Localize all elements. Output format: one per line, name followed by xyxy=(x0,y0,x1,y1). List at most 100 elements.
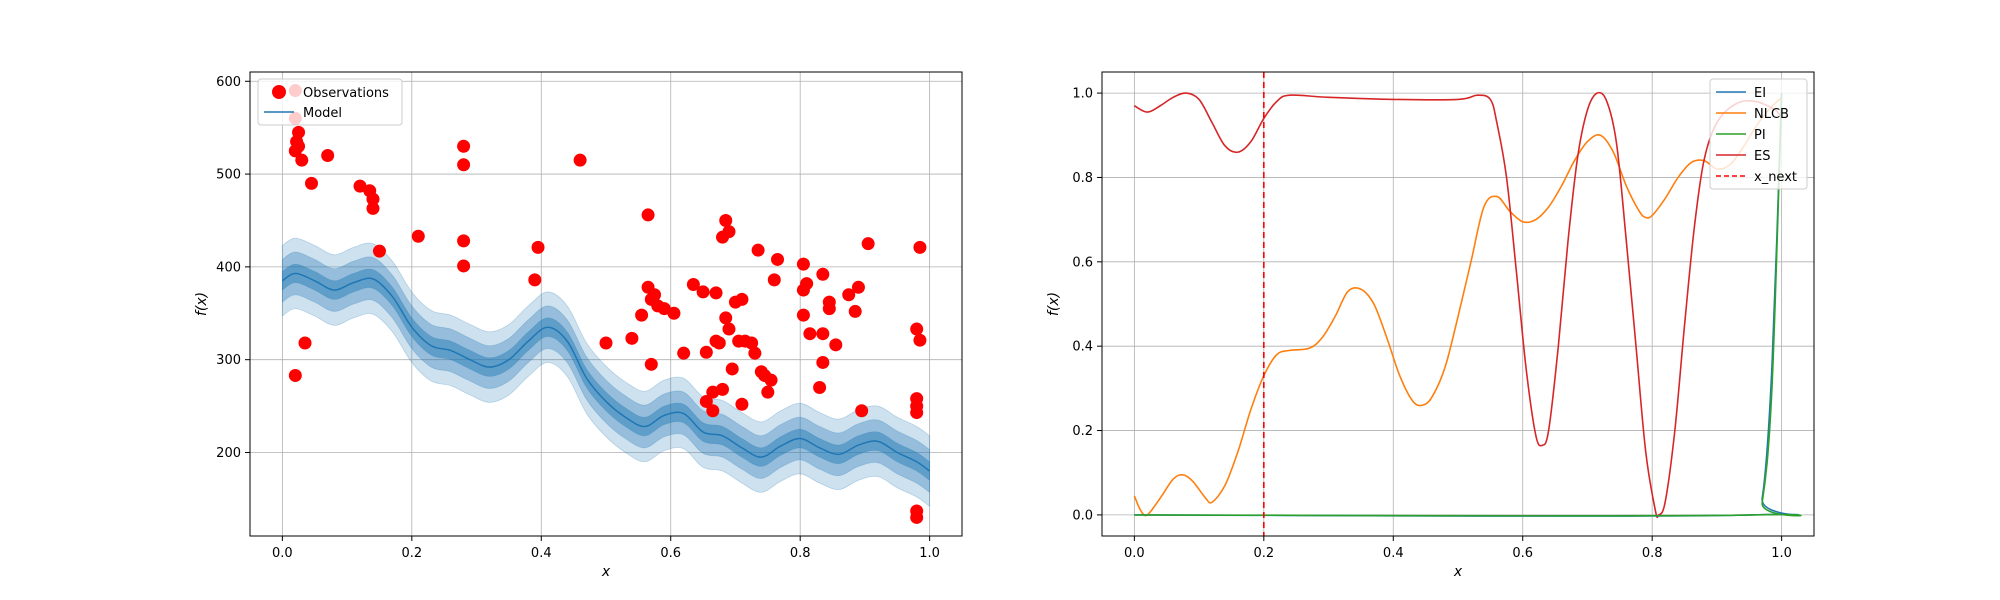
left-ytick-label-2: 400 xyxy=(216,260,241,275)
legend-observations-label: Observations xyxy=(303,86,389,101)
observation-point-69 xyxy=(800,277,814,291)
observation-point-65 xyxy=(771,252,785,266)
left-y-axis-label: f(x) xyxy=(194,292,210,316)
observation-point-16 xyxy=(411,229,425,243)
right-ytick-label-2: 0.4 xyxy=(1072,340,1093,355)
series-es-line xyxy=(1133,91,1783,519)
observation-point-73 xyxy=(816,327,830,341)
observation-point-86 xyxy=(910,406,924,420)
right-chart: 0.0 0.2 0.4 0.6 0.8 1.0 0.0 0.2 0.4 0.6 0.8 1.0 x f… xyxy=(1046,71,1815,580)
observation-point-79 xyxy=(848,304,862,318)
legend-ei-label: EI xyxy=(1754,86,1766,101)
series-nlcb-line xyxy=(1133,96,1783,517)
observation-point-72 xyxy=(816,355,830,369)
observation-point-26 xyxy=(635,308,649,322)
left-ytick-label-3: 500 xyxy=(216,168,241,183)
right-legend-box xyxy=(1709,78,1808,190)
observation-point-15 xyxy=(372,244,386,258)
model-band-0 xyxy=(281,237,931,508)
observation-point-83 xyxy=(910,322,924,336)
left-xtick-label-1: 0.2 xyxy=(401,546,422,561)
right-y-axis-label: f(x) xyxy=(1046,292,1062,316)
observation-point-20 xyxy=(457,259,471,273)
observation-point-67 xyxy=(796,308,810,322)
observation-point-76 xyxy=(822,295,836,309)
observation-point-47 xyxy=(719,213,733,227)
series-ei-line xyxy=(1134,93,1800,517)
right-ytick-label-1: 0.2 xyxy=(1072,424,1093,439)
right-ytick-label-5: 1.0 xyxy=(1072,87,1093,102)
legend-nlcb-label: NLCB xyxy=(1754,107,1789,122)
observation-point-39 xyxy=(699,394,713,408)
observation-point-30 xyxy=(644,357,658,371)
right-ytick-label-0: 0.0 xyxy=(1072,508,1093,523)
observation-point-9 xyxy=(304,176,318,190)
observation-point-21 xyxy=(528,273,542,287)
left-ytick-label-1: 300 xyxy=(216,353,241,368)
observation-point-7 xyxy=(288,368,302,382)
observation-point-64 xyxy=(767,273,781,287)
observation-point-88 xyxy=(910,510,924,524)
model-confidence-bands xyxy=(281,237,931,508)
model-mean-path xyxy=(281,272,931,472)
observation-point-37 xyxy=(696,285,710,299)
left-x-axis-label: x xyxy=(601,564,611,580)
legend-es-label: ES xyxy=(1754,149,1770,164)
observation-point-89 xyxy=(913,240,927,254)
left-ticks: 0.0 0.2 0.4 0.6 0.8 1.0 200 300 400 500 600 xyxy=(216,75,940,561)
observation-point-77 xyxy=(829,338,843,352)
right-ytick-label-4: 0.8 xyxy=(1072,171,1093,186)
left-plot-frame xyxy=(249,71,963,537)
observation-point-49 xyxy=(722,225,736,239)
legend-pi-label: PI xyxy=(1754,128,1766,143)
observation-point-27 xyxy=(641,208,655,222)
left-legend-box xyxy=(257,78,403,126)
left-xtick-label-3: 0.6 xyxy=(660,546,681,561)
observation-point-11 xyxy=(353,179,367,193)
left-xtick-label-0: 0.0 xyxy=(272,546,293,561)
observation-point-58 xyxy=(748,346,762,360)
observation-point-5 xyxy=(295,153,309,167)
observation-point-10 xyxy=(321,149,335,163)
left-ytick-label-4: 600 xyxy=(216,75,241,90)
observation-point-38 xyxy=(699,345,713,359)
observation-point-78 xyxy=(842,288,856,302)
left-xtick-label-5: 1.0 xyxy=(919,546,940,561)
observation-point-8 xyxy=(298,336,312,350)
model-band-1 xyxy=(281,251,931,494)
left-xtick-label-2: 0.4 xyxy=(531,546,552,561)
observation-point-33 xyxy=(657,302,671,316)
observation-point-54 xyxy=(735,292,749,306)
observation-point-82 xyxy=(861,237,875,251)
observation-point-66 xyxy=(796,257,810,271)
observation-point-48 xyxy=(719,311,733,325)
observation-point-6 xyxy=(292,139,306,153)
observation-point-25 xyxy=(625,331,639,345)
legend-observations-marker xyxy=(272,85,286,99)
observation-point-81 xyxy=(855,404,869,418)
observation-point-24 xyxy=(599,336,613,350)
left-ytick-label-0: 200 xyxy=(216,446,241,461)
left-legend: Observations Model xyxy=(257,78,403,126)
right-xtick-label-4: 0.8 xyxy=(1642,546,1663,561)
observation-points xyxy=(288,84,927,524)
observation-point-44 xyxy=(712,336,726,350)
observation-point-46 xyxy=(716,382,730,396)
observation-point-40 xyxy=(706,404,720,418)
right-xtick-label-2: 0.4 xyxy=(1383,546,1404,561)
right-xtick-label-0: 0.0 xyxy=(1124,546,1145,561)
legend-x-next-label: x_next xyxy=(1754,170,1797,185)
observation-point-36 xyxy=(686,278,700,292)
observation-point-59 xyxy=(751,243,765,257)
observation-point-13 xyxy=(366,192,380,206)
right-ytick-label-3: 0.6 xyxy=(1072,255,1093,270)
right-grid xyxy=(1102,72,1814,536)
observation-point-23 xyxy=(573,153,587,167)
observation-point-80 xyxy=(851,280,865,294)
observation-point-50 xyxy=(722,322,736,336)
model-mean-line xyxy=(281,272,931,472)
observation-point-31 xyxy=(648,288,662,302)
right-ticks: 0.0 0.2 0.4 0.6 0.8 1.0 0.0 0.2 0.4 0.6 0.8 1.0 xyxy=(1072,87,1792,561)
left-xtick-label-4: 0.8 xyxy=(790,546,811,561)
